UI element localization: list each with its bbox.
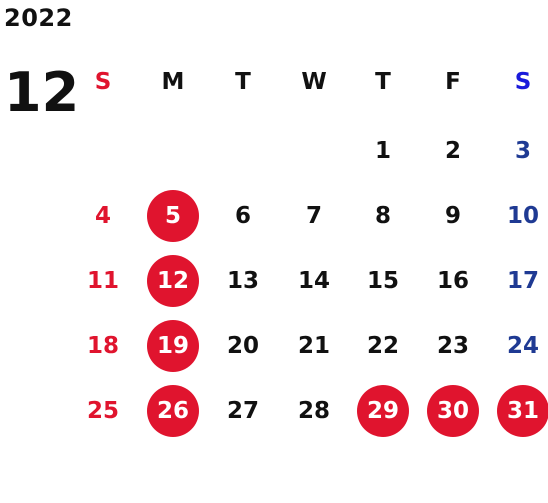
highlighted-day: 31 — [497, 385, 548, 437]
day-cell: 4 — [94, 203, 111, 229]
weekday-header: F — [445, 69, 461, 95]
day-cell: 16 — [436, 268, 469, 294]
day-cell: 10 — [506, 203, 539, 229]
day-cell: 15 — [366, 268, 399, 294]
day-cell: 17 — [506, 268, 539, 294]
day-cell: 14 — [297, 268, 330, 294]
day-cell: 8 — [374, 203, 391, 229]
month-label: 12 — [4, 61, 80, 124]
day-cell: 25 — [86, 398, 119, 424]
highlighted-day: 19 — [147, 320, 199, 372]
day-cell: 9 — [444, 203, 461, 229]
weekday-header: T — [235, 69, 251, 95]
highlighted-day: 12 — [147, 255, 199, 307]
day-cell: 6 — [234, 203, 251, 229]
weekday-header: S — [514, 69, 532, 95]
day-cell: 20 — [226, 333, 259, 359]
day-cell: 11 — [86, 268, 119, 294]
highlighted-day: 29 — [357, 385, 409, 437]
day-cell: 18 — [86, 333, 119, 359]
day-cell: 2 — [444, 138, 461, 164]
weekday-header: S — [94, 69, 112, 95]
day-cell: 13 — [226, 268, 259, 294]
day-cell: 1 — [374, 138, 391, 164]
day-cell: 7 — [305, 203, 322, 229]
day-cell: 24 — [506, 333, 539, 359]
highlighted-day: 5 — [147, 190, 199, 242]
day-cell: 21 — [297, 333, 330, 359]
highlighted-day: 26 — [147, 385, 199, 437]
weekday-header: T — [375, 69, 391, 95]
day-cell: 3 — [514, 138, 531, 164]
highlighted-day: 30 — [427, 385, 479, 437]
weekday-header: W — [301, 69, 327, 95]
year-label: 2022 — [4, 4, 73, 32]
day-cell: 23 — [436, 333, 469, 359]
day-cell: 22 — [366, 333, 399, 359]
day-cell: 27 — [226, 398, 259, 424]
day-cell: 28 — [297, 398, 330, 424]
weekday-header: M — [161, 69, 185, 95]
